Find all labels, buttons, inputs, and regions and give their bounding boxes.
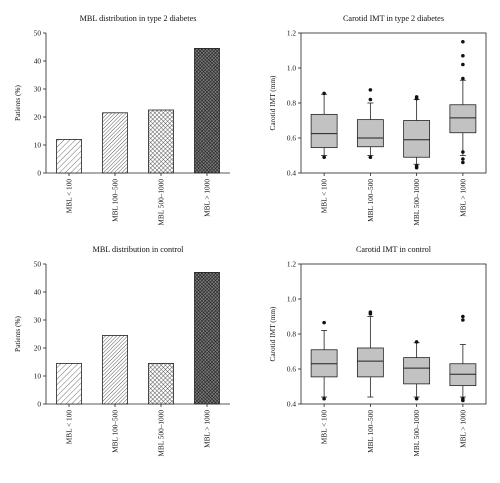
y-tick-label: 20 [34,344,42,353]
x-tick-label: MBL < 100 [320,179,329,214]
outlier-point [461,53,465,58]
y-tick-label: 0.6 [287,365,296,374]
outlier-point [322,155,326,160]
outlier-point [368,97,373,102]
x-tick-label: MBL 500–1000 [412,410,421,457]
outlier-point [461,39,465,44]
x-tick-label: MBL > 1000 [203,179,212,217]
plot-frame [300,32,487,174]
y-tick-label: 0.8 [287,330,296,339]
y-tick-label: 0 [37,169,41,178]
x-tick-label: MBL 100–500 [366,410,375,453]
bar [148,109,174,174]
outlier-point [322,91,326,96]
y-tick-label: 1.0 [287,295,296,304]
outlier-point [322,320,326,325]
y-axis-label: Carotid IMT (mm) [268,75,277,131]
outlier-point [368,155,373,160]
y-tick-label: 1.2 [287,260,296,269]
outlier-point [461,157,465,161]
y-tick-label: 30 [34,316,42,325]
y-tick-label: 40 [34,57,42,66]
y-tick-label: 50 [34,29,42,38]
outlier-point [461,76,465,81]
x-tick-label: MBL 500–1000 [157,410,166,457]
y-axis-label: Patients (%) [13,315,22,351]
bar [102,334,128,405]
y-tick-label: 0.8 [287,99,296,108]
y-tick-label: 1.2 [287,29,296,38]
bar [194,271,220,405]
x-tick-label: MBL 100–500 [111,410,120,453]
outlier-point [461,318,465,322]
chart-title: Carotid IMT in type 2 diabetes [343,14,444,23]
y-tick-label: 0 [37,400,41,409]
box [356,347,384,378]
box [356,119,384,148]
y-tick-label: 30 [34,85,42,94]
x-tick-label: MBL 100–500 [111,179,120,222]
outlier-point [414,340,419,344]
box [403,357,431,385]
chart-title: MBL distribution in type 2 diabetes [80,14,197,23]
outlier-point [322,396,326,401]
y-tick-label: 0.6 [287,134,296,143]
x-tick-label: MBL < 100 [65,410,74,445]
y-tick-label: 0.4 [287,400,296,409]
outlier-point [461,314,465,319]
y-tick-label: 10 [34,141,42,150]
y-tick-label: 40 [34,288,42,297]
outlier-point [461,398,465,403]
outlier-point [414,96,419,101]
box [310,113,338,149]
chart-title: Carotid IMT in control [356,245,432,254]
x-tick-label: MBL 500–1000 [412,179,421,226]
y-tick-label: 0.4 [287,169,296,178]
y-tick-label: 1.0 [287,64,296,73]
box [449,104,477,134]
x-tick-label: MBL 100–500 [366,179,375,222]
outlier-point [461,150,465,154]
x-tick-label: MBL > 1000 [458,410,467,448]
bar [194,48,220,174]
y-tick-label: 10 [34,372,42,381]
bar [148,362,174,405]
y-tick-label: 20 [34,113,42,122]
outlier-point [368,312,373,316]
outlier-point [461,62,465,67]
outlier-point [368,88,373,92]
outlier-point [414,165,419,170]
x-tick-label: MBL < 100 [320,410,329,445]
outlier-point [414,396,419,401]
chart-panel-2: Carotid IMT in type 2 diabetes Carotid IM… [268,14,487,226]
chart-title: MBL distribution in control [93,245,185,254]
chart-panel-3: MBL distribution in control Patients (%) 0… [13,245,230,457]
y-axis-label: Patients (%) [13,84,22,120]
y-tick-label: 50 [34,260,42,269]
x-tick-label: MBL > 1000 [458,179,467,217]
chart-panel-1: MBL distribution in type 2 diabetes Patie… [13,14,230,226]
x-tick-label: MBL < 100 [65,179,74,214]
bar [102,112,128,174]
x-tick-label: MBL 500–1000 [157,179,166,226]
y-axis-label: Carotid IMT (mm) [268,306,277,362]
x-tick-label: MBL > 1000 [203,410,212,448]
box [403,120,431,158]
bar [56,138,82,174]
bar [56,362,82,405]
chart-panel-4: Carotid IMT in control Carotid IMT (mm) 0.… [268,245,487,457]
outlier-point [461,160,465,165]
